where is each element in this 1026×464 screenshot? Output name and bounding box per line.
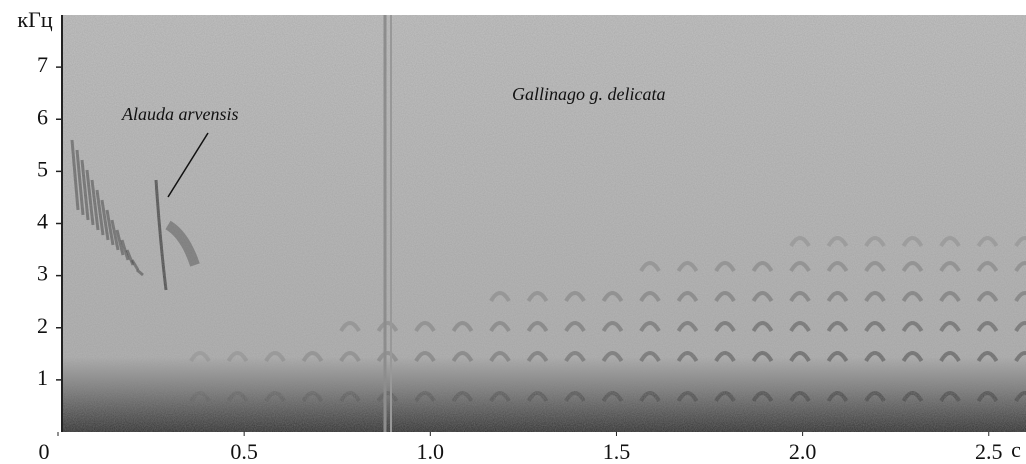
noise-texture [62,15,1026,432]
x-tick-label: 0 [39,439,50,464]
x-axis-label: с [1011,437,1021,462]
x-tick-label: 2.5 [975,439,1003,464]
annotation-leader [167,132,209,198]
y-axis-label: кГц [17,7,52,32]
y-tick-label: 2 [37,313,48,338]
y-tick-label: 6 [37,104,48,129]
y-tick-label: 4 [37,209,48,234]
y-tick-label: 5 [37,156,48,181]
x-tick-label: 2.0 [789,439,817,464]
y-tick-label: 1 [37,365,48,390]
y-tick-label: 3 [37,261,48,286]
spectrogram-image [62,15,1026,432]
x-tick-label: 0.5 [230,439,258,464]
x-tick-label: 1.5 [603,439,631,464]
annotation: Alauda arvensis [121,104,239,124]
y-tick-label: 7 [37,52,48,77]
x-tick-label: 1.0 [417,439,445,464]
annotation: Gallinago g. delicata [512,84,665,104]
